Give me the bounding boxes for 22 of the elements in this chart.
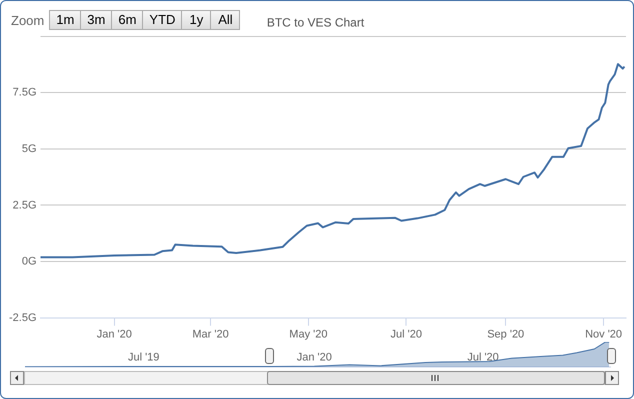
zoom-button: 3m [80, 10, 112, 30]
x-tick-label: Nov '20 [585, 328, 622, 340]
x-tick-label: May '20 [289, 328, 328, 340]
y-tick-label: 7.5G [12, 86, 37, 99]
zoom-button: All [210, 10, 240, 30]
x-tick-label: Jan '20 [96, 328, 132, 340]
x-tick-label: Jul '19 [128, 351, 160, 364]
chart-title: BTC to VES Chart [266, 16, 365, 30]
zoom-button: 1y [181, 10, 212, 30]
y-tick-label: -2.5G [8, 312, 37, 324]
zoom-button: 1m [49, 10, 82, 30]
zoom-button: 6m [111, 10, 144, 30]
x-tick-label: Jul '20 [390, 328, 422, 340]
y-tick-label: 5G [22, 142, 37, 155]
x-tick-label: Mar '20 [192, 328, 229, 340]
x-tick-label: Jan '20 [296, 351, 332, 364]
y-tick-label: 0G [22, 256, 37, 268]
y-tick-label: 2.5G [12, 199, 37, 212]
text: Zoom [11, 12, 44, 28]
x-tick-label: Sep '20 [487, 328, 524, 340]
zoom-button: YTD [142, 10, 182, 30]
x-tick-label: Jul '20 [467, 351, 499, 364]
